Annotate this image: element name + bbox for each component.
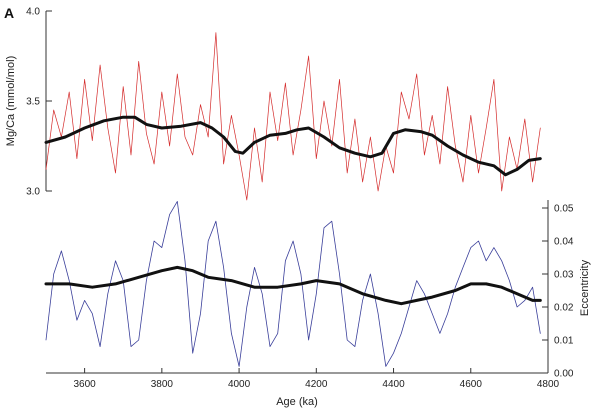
x-tick-label: 3800 [151, 379, 174, 390]
right-tick-label: 0.03 [554, 270, 574, 281]
right-tick-label: 0.05 [554, 204, 574, 215]
right-tick-label: 0.02 [554, 303, 574, 314]
eccentricity-line [45, 200, 541, 367]
x-tick-label: 4600 [460, 379, 483, 390]
left-tick-label: 3.5 [26, 97, 40, 108]
x-tick-label: 4800 [537, 379, 560, 390]
right-tick-label: 0.01 [554, 336, 574, 347]
left-axis-label: Mg/Ca (mmol/mol) [5, 56, 17, 146]
right-tick-label: 0.00 [554, 369, 574, 380]
x-tick-label: 4000 [228, 379, 251, 390]
x-tick-label: 3600 [73, 379, 96, 390]
right-tick-label: 0.04 [554, 237, 574, 248]
eccentricity-smoothed-line [44, 265, 542, 306]
x-axis-label: Age (ka) [276, 396, 318, 408]
x-tick-label: 4400 [382, 379, 405, 390]
right-axis-label: Eccentricity [579, 259, 591, 316]
left-tick-label: 3.0 [26, 187, 40, 198]
mgca-smoothed-line [44, 115, 542, 177]
panel-label: A [4, 5, 14, 21]
mgca-raw-line [45, 32, 541, 201]
left-tick-label: 4.0 [26, 7, 40, 18]
x-tick-group: 3600 3800 4000 4200 4400 4600 4800 [73, 368, 560, 390]
right-tick-group: 0.00 0.01 0.02 0.03 0.04 0.05 [542, 204, 574, 380]
left-tick-group: 3.0 3.5 4.0 [26, 7, 52, 198]
x-tick-label: 4200 [305, 379, 328, 390]
series-layer [44, 32, 542, 367]
